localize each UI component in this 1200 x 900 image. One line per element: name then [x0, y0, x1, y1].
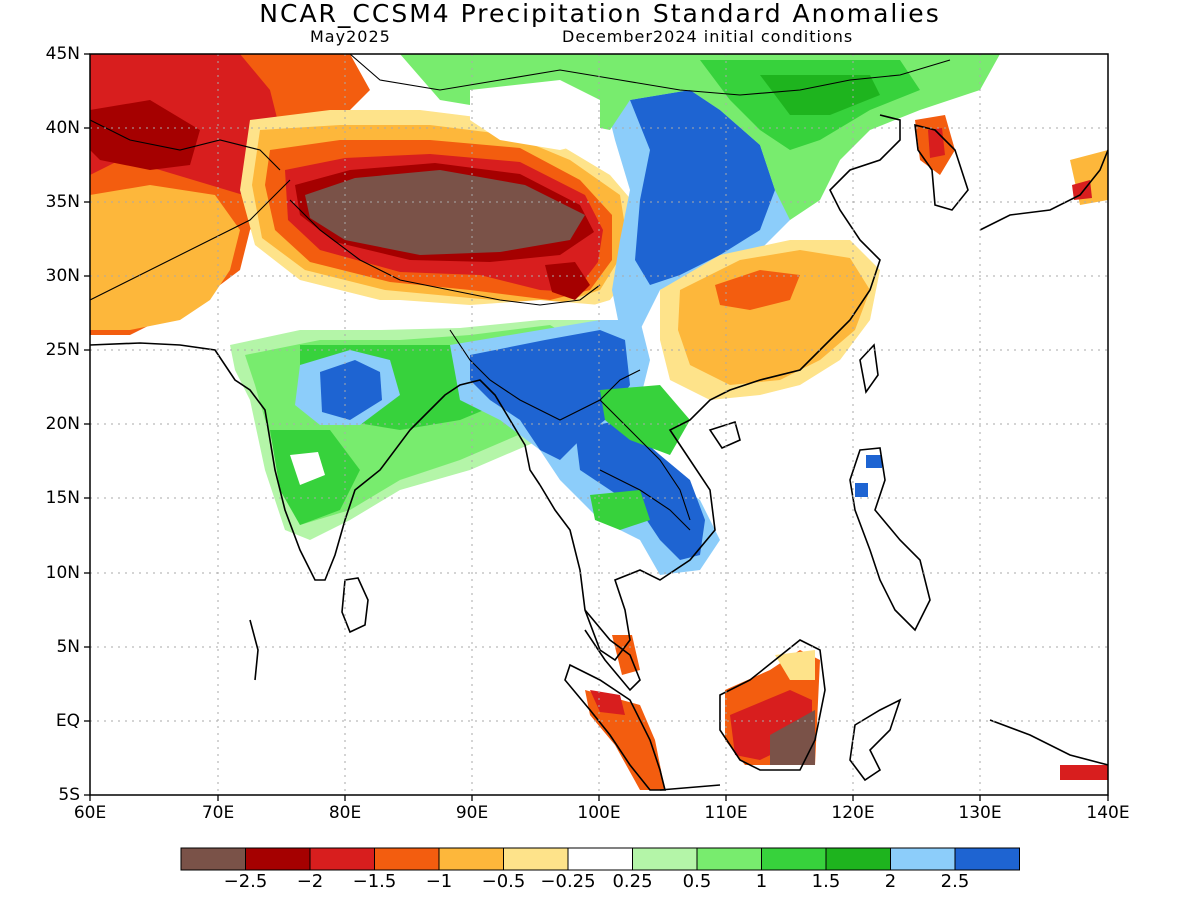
hainan-coast [708, 420, 741, 450]
anomaly-philippines-blue [866, 455, 882, 468]
colorbar-tick-label: −0.25 [540, 871, 596, 892]
anomaly-china-blue [630, 90, 775, 285]
anomaly-mongolia-green-core [760, 75, 880, 115]
anomaly-sumatra-orange [585, 690, 665, 790]
lat-label-15n: 15N [45, 488, 80, 508]
borneo-coast [719, 639, 826, 771]
colorbar-tick-label: 0.25 [612, 871, 653, 892]
lon-label-140e: 140E [1086, 803, 1130, 823]
sumatra-coast [564, 663, 667, 791]
valid-month-label: May2025 [310, 27, 391, 46]
lon-label-70e: 70E [201, 803, 235, 823]
colorbar-swatch [438, 847, 504, 871]
anomaly-malaya-orange [612, 635, 640, 675]
lon-label-110e: 110E [704, 803, 748, 823]
border-pakistan [90, 179, 291, 301]
colorbar-tick-label: −1.5 [352, 871, 397, 892]
colorbar-swatch [890, 847, 956, 871]
colorbar-tick-label: −1 [425, 871, 453, 892]
anomaly-afghan-core [90, 100, 200, 170]
colorbar-swatch [180, 847, 246, 871]
anomaly-pakistan [90, 185, 240, 330]
india-coast [90, 342, 541, 581]
border-himalaya [289, 199, 601, 306]
lat-label-25n: 25N [45, 340, 80, 360]
anomaly-plateau-brown [305, 170, 585, 255]
colorbar-swatch [309, 847, 375, 871]
colorbar-tick-label: 2.5 [940, 871, 970, 892]
colorbar-swatch [567, 847, 633, 871]
lat-label-5s: 5S [58, 785, 80, 805]
colorbar-swatch [954, 847, 1020, 871]
anomaly-shading [90, 54, 1108, 790]
lat-label-30n: 30N [45, 266, 80, 286]
anomaly-papua-red [1060, 765, 1108, 780]
lon-label-90e: 90E [455, 803, 489, 823]
anomaly-sumatra-red [590, 690, 625, 715]
malay-coast [584, 609, 641, 692]
korea-coast [914, 123, 969, 211]
lon-label-130e: 130E [958, 803, 1002, 823]
colorbar-swatch [245, 847, 311, 871]
lat-label-10n: 10N [45, 563, 80, 583]
lat-label-35n: 35N [45, 192, 80, 212]
lon-label-100e: 100E [577, 803, 621, 823]
lon-label-60e: 60E [73, 803, 107, 823]
colorbar-swatch [632, 847, 698, 871]
anomaly-yunnan-red [545, 262, 590, 300]
anomaly-laos-green [600, 385, 690, 455]
lat-label-45n: 45N [45, 44, 80, 64]
new-guinea-coast [989, 719, 1108, 766]
taiwan-coast [859, 343, 879, 395]
philippines-coast [849, 447, 931, 632]
colorbar-tick-label: 1 [755, 871, 768, 892]
sulawesi-coast [849, 698, 902, 782]
anomaly-borneo-top-yellow [775, 650, 815, 680]
axis-ticks [84, 53, 1109, 801]
colorbar-swatch [761, 847, 827, 871]
colorbar-tick-label: −2 [296, 871, 324, 892]
anomaly-se-china-darkorange [715, 270, 800, 310]
borders [90, 54, 951, 531]
indochina-coast [539, 114, 901, 662]
anomaly-india-white-spot [290, 452, 325, 485]
anomaly-north-white [470, 80, 600, 150]
init-conditions-label: December2024 initial conditions [562, 27, 854, 46]
lat-label-20n: 20N [45, 414, 80, 434]
anomaly-thailand-green [590, 490, 650, 530]
colorbar-swatch [374, 847, 440, 871]
lat-label-eq: EQ [55, 711, 80, 731]
colorbar [180, 847, 1020, 871]
colorbar-tick-label: 0.5 [682, 871, 712, 892]
anomaly-luzon-blue [855, 483, 868, 497]
colorbar-tick-label: −2.5 [223, 871, 268, 892]
colorbar-swatch [825, 847, 891, 871]
colorbar-tick-label: −0.5 [481, 871, 526, 892]
lon-label-120e: 120E [831, 803, 875, 823]
colorbar-swatch [503, 847, 569, 871]
colorbar-tick-label: 1.5 [811, 871, 841, 892]
map-title: NCAR_CCSM4 Precipitation Standard Anomal… [259, 0, 941, 28]
gridlines [90, 54, 1108, 795]
lat-label-40n: 40N [45, 118, 80, 138]
sri-lanka-coast [341, 577, 369, 634]
border-china-mongolia [349, 54, 951, 96]
border-laos-vietnam [599, 399, 691, 521]
maldives-coast [249, 619, 259, 681]
anomaly-borneo-brown [770, 710, 815, 765]
border-myanmar [449, 329, 641, 421]
java-coast [659, 784, 721, 791]
lon-label-80e: 80E [328, 803, 362, 823]
anomaly-india-blue [320, 360, 382, 420]
colorbar-tick-label: 2 [884, 871, 897, 892]
border-afghan [90, 119, 281, 171]
colorbar-swatch [696, 847, 762, 871]
lat-label-5n: 5N [56, 637, 80, 657]
border-thailand-cambodia [599, 469, 691, 531]
